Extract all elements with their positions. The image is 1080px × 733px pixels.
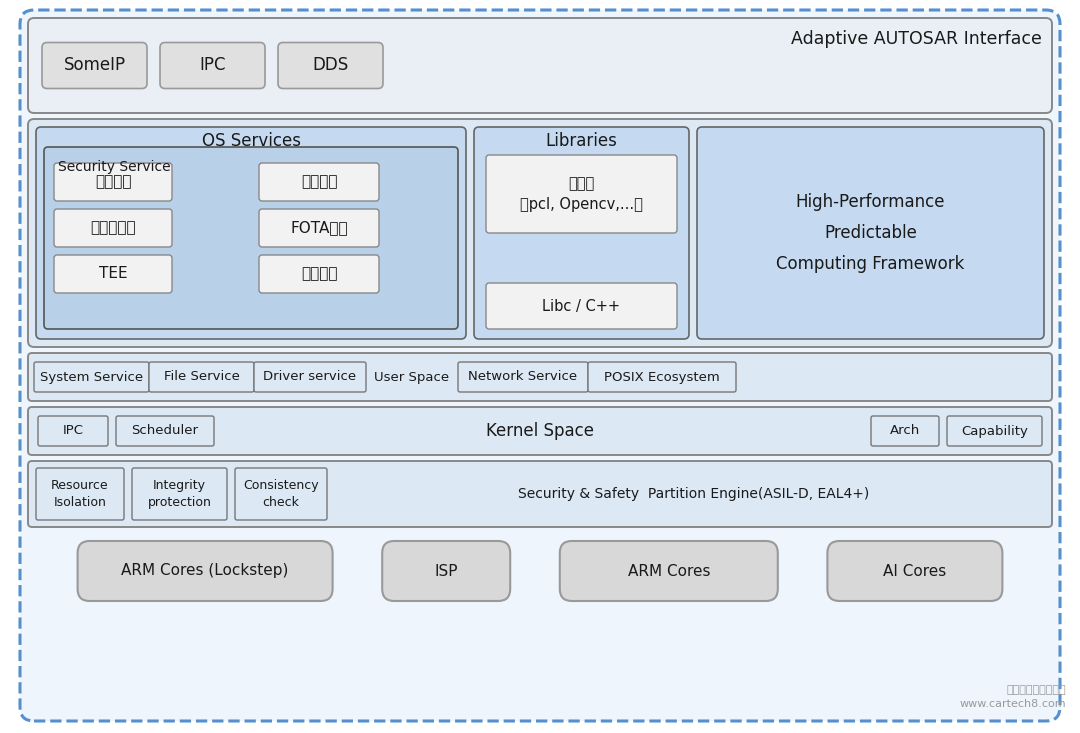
Text: System Service: System Service [40, 370, 143, 383]
Text: Adaptive AUTOSAR Interface: Adaptive AUTOSAR Interface [792, 30, 1042, 48]
Text: 安全检湋: 安全检湋 [300, 174, 337, 190]
FancyBboxPatch shape [486, 283, 677, 329]
Text: IPC: IPC [63, 424, 83, 438]
Text: 算子库
（pcl, Opencv,...）: 算子库 （pcl, Opencv,...） [521, 176, 643, 212]
FancyBboxPatch shape [588, 362, 735, 392]
Text: 完整性保护: 完整性保护 [91, 221, 136, 235]
Text: Security Service: Security Service [58, 160, 171, 174]
Text: Driver service: Driver service [264, 370, 356, 383]
Text: User Space: User Space [375, 370, 449, 383]
Text: File Service: File Service [163, 370, 240, 383]
Text: ARM Cores: ARM Cores [627, 564, 710, 578]
FancyBboxPatch shape [947, 416, 1042, 446]
FancyBboxPatch shape [382, 541, 510, 601]
FancyBboxPatch shape [33, 362, 149, 392]
Text: Security & Safety  Partition Engine(ASIL-D, EAL4+): Security & Safety Partition Engine(ASIL-… [518, 487, 869, 501]
FancyBboxPatch shape [149, 362, 254, 392]
FancyBboxPatch shape [54, 163, 172, 201]
Text: www.cartech8.com: www.cartech8.com [959, 699, 1066, 709]
Text: Libc / C++: Libc / C++ [542, 298, 621, 314]
FancyBboxPatch shape [259, 209, 379, 247]
FancyBboxPatch shape [36, 127, 465, 339]
Text: TEE: TEE [98, 267, 127, 281]
Text: ARM Cores (Lockstep): ARM Cores (Lockstep) [121, 564, 288, 578]
FancyBboxPatch shape [160, 43, 265, 89]
FancyBboxPatch shape [486, 155, 677, 233]
FancyBboxPatch shape [870, 416, 939, 446]
Text: DDS: DDS [312, 56, 349, 75]
Text: Capability: Capability [961, 424, 1028, 438]
FancyBboxPatch shape [474, 127, 689, 339]
FancyBboxPatch shape [28, 461, 1052, 527]
Text: IPC: IPC [199, 56, 226, 75]
Text: Resource
Isolation: Resource Isolation [51, 479, 109, 509]
Text: Arch: Arch [890, 424, 920, 438]
FancyBboxPatch shape [28, 119, 1052, 347]
FancyBboxPatch shape [28, 407, 1052, 455]
Text: 安全启动: 安全启动 [95, 174, 132, 190]
FancyBboxPatch shape [458, 362, 588, 392]
FancyBboxPatch shape [36, 468, 124, 520]
FancyBboxPatch shape [28, 18, 1052, 113]
Text: FOTA支持: FOTA支持 [291, 221, 348, 235]
Text: 中国汽车工程师之家: 中国汽车工程师之家 [1007, 685, 1066, 695]
FancyBboxPatch shape [259, 163, 379, 201]
FancyBboxPatch shape [54, 255, 172, 293]
FancyBboxPatch shape [42, 43, 147, 89]
Text: Scheduler: Scheduler [132, 424, 199, 438]
Text: High-Performance
Predictable
Computing Framework: High-Performance Predictable Computing F… [777, 194, 964, 273]
FancyBboxPatch shape [278, 43, 383, 89]
FancyBboxPatch shape [21, 10, 1059, 721]
Text: Kernel Space: Kernel Space [486, 422, 594, 440]
Text: ISP: ISP [434, 564, 458, 578]
FancyBboxPatch shape [259, 255, 379, 293]
Text: Integrity
protection: Integrity protection [148, 479, 212, 509]
FancyBboxPatch shape [28, 353, 1052, 401]
Text: 快速启动: 快速启动 [300, 267, 337, 281]
Text: SomeIP: SomeIP [64, 56, 125, 75]
Text: Network Service: Network Service [469, 370, 578, 383]
FancyBboxPatch shape [697, 127, 1044, 339]
FancyBboxPatch shape [54, 209, 172, 247]
FancyBboxPatch shape [559, 541, 778, 601]
Text: POSIX Ecosystem: POSIX Ecosystem [604, 370, 720, 383]
FancyBboxPatch shape [38, 416, 108, 446]
Text: Libraries: Libraries [545, 132, 618, 150]
FancyBboxPatch shape [44, 147, 458, 329]
Text: Consistency
check: Consistency check [243, 479, 319, 509]
FancyBboxPatch shape [78, 541, 333, 601]
Text: OS Services: OS Services [202, 132, 300, 150]
Text: AI Cores: AI Cores [883, 564, 946, 578]
FancyBboxPatch shape [116, 416, 214, 446]
FancyBboxPatch shape [827, 541, 1002, 601]
FancyBboxPatch shape [254, 362, 366, 392]
FancyBboxPatch shape [132, 468, 227, 520]
FancyBboxPatch shape [235, 468, 327, 520]
